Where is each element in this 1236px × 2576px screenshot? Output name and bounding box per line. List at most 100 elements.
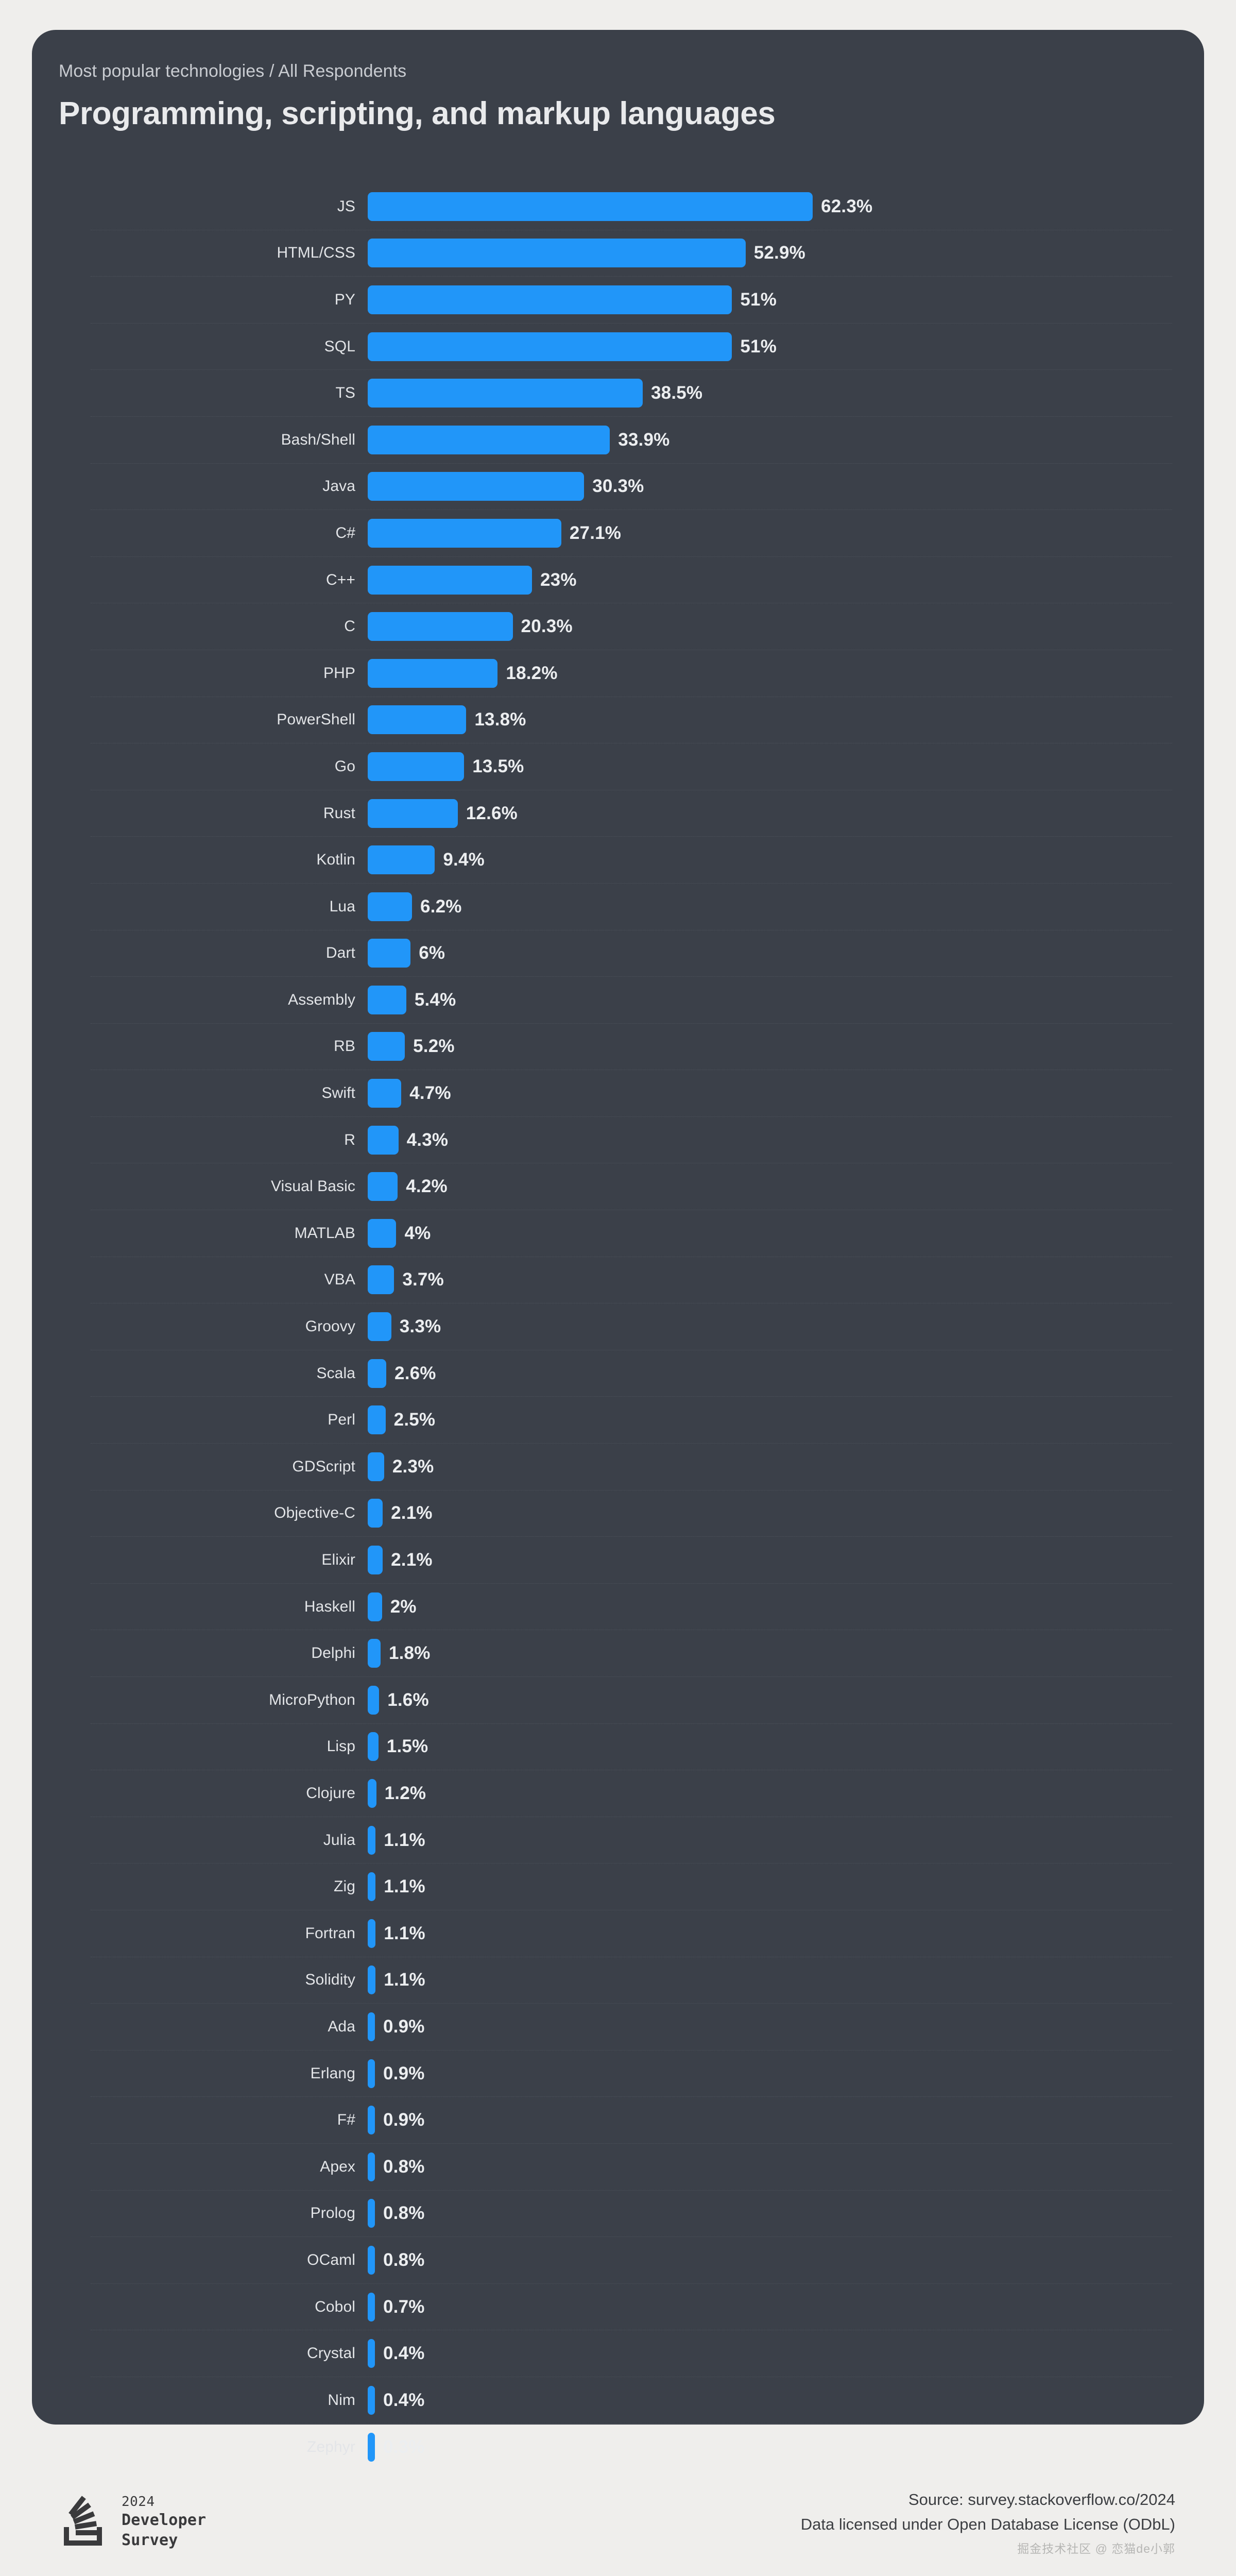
bar-value-label: 2.6% xyxy=(394,1363,436,1383)
bar-track: 0.8% xyxy=(368,2191,1172,2237)
table-row: Clojure 1.2% xyxy=(91,1770,1172,1817)
bar-value-label: 0.9% xyxy=(383,2016,425,2037)
table-row: C++ 23% xyxy=(91,557,1172,604)
brand-line-survey: Survey xyxy=(122,2531,178,2549)
bar xyxy=(368,2245,375,2275)
bar xyxy=(368,2432,375,2462)
bar-category-label: Cobol xyxy=(315,2298,355,2315)
chart-card: Most popular technologies / All Responde… xyxy=(32,30,1204,2462)
bar-value-label: 52.9% xyxy=(753,243,805,263)
table-row: HTML/CSS 52.9% xyxy=(91,230,1172,277)
bar-track: 5.4% xyxy=(368,977,1172,1023)
table-row: JS 62.3% xyxy=(91,183,1172,230)
bar-value-label: 33.9% xyxy=(618,429,670,450)
table-row: Kotlin 9.4% xyxy=(91,837,1172,884)
table-row: Perl 2.5% xyxy=(91,1397,1172,1444)
bar xyxy=(368,518,561,548)
bar xyxy=(368,2292,375,2321)
bar-track: 13.8% xyxy=(368,697,1172,743)
bar-track: 2.1% xyxy=(368,1490,1172,1537)
table-row: Lisp 1.5% xyxy=(91,1724,1172,1771)
stack-overflow-tray-icon xyxy=(57,2495,110,2549)
bar xyxy=(368,192,813,221)
bar-category-label: Apex xyxy=(320,2158,355,2175)
bar xyxy=(368,1312,391,1342)
bar-category-label: Julia xyxy=(323,1831,355,1849)
bar-track: 4% xyxy=(368,1210,1172,1257)
bar-track: 0.9% xyxy=(368,2004,1172,2050)
bar-track: 51% xyxy=(368,324,1172,370)
bar-category-label: Solidity xyxy=(305,1971,355,1989)
bar-track: 2.3% xyxy=(368,1444,1172,1490)
bar-value-label: 13.8% xyxy=(474,709,526,730)
bar-category-label: Bash/Shell xyxy=(281,431,355,448)
bar xyxy=(368,1499,383,1528)
bar-track: 20.3% xyxy=(368,603,1172,650)
bar-category-label: MicroPython xyxy=(269,1691,355,1708)
bar xyxy=(368,2385,375,2415)
bar xyxy=(368,985,406,1014)
bar-category-label: Objective-C xyxy=(274,1504,355,1522)
bar-track: 4.2% xyxy=(368,1163,1172,1210)
brand-year: 2024 xyxy=(122,2494,155,2510)
bar-track: 9.4% xyxy=(368,837,1172,883)
bar xyxy=(368,2012,375,2041)
page-title: Programming, scripting, and markup langu… xyxy=(59,95,776,131)
bar-track: 2% xyxy=(368,1584,1172,1630)
table-row: Zephyr 0.3% xyxy=(91,2424,1172,2471)
bar-track: 0.4% xyxy=(368,2330,1172,2377)
bar-track: 0.8% xyxy=(368,2144,1172,2190)
bar xyxy=(368,1125,399,1155)
bar-value-label: 23% xyxy=(540,569,577,590)
bar-category-label: Nim xyxy=(328,2391,355,2409)
table-row: Scala 2.6% xyxy=(91,1350,1172,1397)
table-row: Visual Basic 4.2% xyxy=(91,1163,1172,1211)
bar-track: 52.9% xyxy=(368,230,1172,277)
table-row: Rust 12.6% xyxy=(91,790,1172,837)
bar xyxy=(368,1872,376,1902)
bar xyxy=(368,1452,384,1481)
table-row: Julia 1.1% xyxy=(91,1817,1172,1864)
table-row: Ada 0.9% xyxy=(91,2004,1172,2050)
table-row: Assembly 5.4% xyxy=(91,977,1172,1024)
bar-track: 1.5% xyxy=(368,1724,1172,1770)
bar-track: 1.2% xyxy=(368,1770,1172,1817)
chart-eyebrow: Most popular technologies / All Responde… xyxy=(59,61,407,81)
table-row: MATLAB 4% xyxy=(91,1210,1172,1257)
bar-track: 1.8% xyxy=(368,1630,1172,1676)
bar-value-label: 1.1% xyxy=(384,1923,425,1943)
table-row: F# 0.9% xyxy=(91,2097,1172,2144)
bar xyxy=(368,1405,386,1435)
bar-value-label: 0.8% xyxy=(383,2249,425,2270)
table-row: Fortran 1.1% xyxy=(91,1910,1172,1957)
table-row: Groovy 3.3% xyxy=(91,1303,1172,1350)
bar xyxy=(368,1639,381,1668)
bar-category-label: OCaml xyxy=(307,2251,355,2268)
bar-track: 12.6% xyxy=(368,790,1172,837)
bar-category-label: Java xyxy=(322,478,355,495)
bar-category-label: PY xyxy=(334,291,355,308)
bar-track: 6% xyxy=(368,930,1172,977)
table-row: PowerShell 13.8% xyxy=(91,697,1172,744)
bar-track: 2.6% xyxy=(368,1350,1172,1397)
bar-value-label: 18.2% xyxy=(506,663,558,683)
table-row: Nim 0.4% xyxy=(91,2377,1172,2424)
bar-value-label: 1.1% xyxy=(384,1876,425,1897)
bar-category-label: Crystal xyxy=(306,2345,355,2362)
table-row: Cobol 0.7% xyxy=(91,2284,1172,2331)
bar-value-label: 0.9% xyxy=(383,2110,425,2130)
bar-value-label: 4.3% xyxy=(406,1129,449,1150)
bar-category-label: Erlang xyxy=(310,2064,355,2082)
chart-footer: 2024 Developer Survey Source: survey.sta… xyxy=(32,2463,1204,2576)
bar-track: 0.8% xyxy=(368,2237,1172,2283)
bar-value-label: 1.5% xyxy=(386,1736,428,1757)
table-row: Solidity 1.1% xyxy=(91,1957,1172,2004)
table-row: VBA 3.7% xyxy=(91,1257,1172,1304)
table-row: PY 51% xyxy=(91,277,1172,324)
bar xyxy=(368,2199,375,2228)
bar-track: 4.3% xyxy=(368,1117,1172,1163)
bar-track: 1.1% xyxy=(368,1817,1172,1863)
table-row: Dart 6% xyxy=(91,930,1172,977)
bar-track: 5.2% xyxy=(368,1024,1172,1070)
bar-category-label: Scala xyxy=(316,1364,355,1382)
